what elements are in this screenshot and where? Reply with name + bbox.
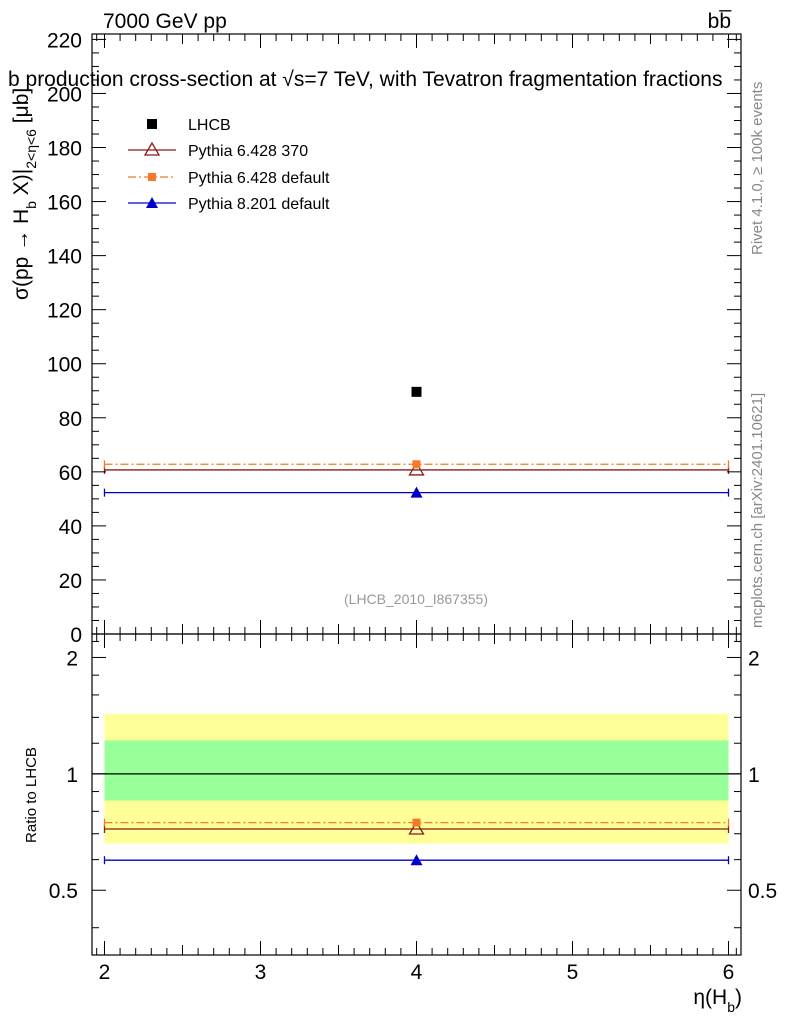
main-series-group — [103, 386, 730, 498]
ratio-ytick-label-right-2: 2 — [748, 647, 760, 670]
ratio-band-1 — [104, 740, 729, 801]
chart-title: b production cross-section at √s=7 TeV, … — [8, 68, 722, 91]
ratio-ytick-label-right-1: 1 — [748, 764, 760, 787]
svg-text:σ(pp → Hb X)|2<η<6 [μb]: σ(pp → Hb X)|2<η<6 [μb] — [10, 88, 39, 300]
main-ytick-label-1: 20 — [59, 570, 82, 593]
xlabel-sub: b — [727, 999, 735, 1015]
legend-label-2: Pythia 6.428 default — [188, 170, 330, 187]
main-marker-2 — [412, 460, 421, 469]
rivet-label: Rivet 4.1.0, ≥ 100k events — [749, 82, 766, 255]
main-marker-0 — [411, 386, 422, 397]
main-ytick-label-3: 60 — [59, 462, 82, 485]
ylabel-part-3: [μb] — [10, 88, 33, 129]
main-ytick-label-5: 100 — [47, 354, 82, 377]
main-ytick-label-10: 200 — [47, 83, 82, 106]
mcplots-label: mcplots.cern.ch [arXiv:2401.10621] — [749, 393, 766, 628]
legend-marker-0 — [147, 119, 157, 129]
ratio-ylabel: Ratio to LHCB — [23, 747, 40, 843]
legend-marker-1 — [143, 141, 161, 156]
main-ytick-label-6: 120 — [47, 300, 82, 323]
main-ytick-label-0: 0 — [70, 624, 82, 647]
legend-marker-3 — [146, 197, 158, 208]
legend-marker-2 — [148, 173, 156, 181]
ratio-ytick-label-left-2: 2 — [66, 647, 78, 670]
legend-label-0: LHCB — [188, 117, 231, 134]
main-ytick-label-8: 160 — [47, 192, 82, 215]
main-ylabel: σ(pp → Hb X)|2<η<6 [μb] — [10, 88, 39, 300]
ratio-series-group — [103, 818, 730, 866]
main-ytick-label-11: 220 — [47, 29, 82, 52]
main-marker-3 — [410, 486, 423, 498]
header-right: bb̅ — [708, 10, 733, 33]
xlabel-part-2: ) — [735, 986, 742, 1009]
legend-label-3: Pythia 8.201 default — [188, 196, 330, 213]
ratio-xtick-label-3: 5 — [567, 961, 579, 984]
ylabel-part-2: X)| — [10, 169, 33, 201]
ratio-xtick-label-0: 2 — [99, 961, 111, 984]
svg-text:η(Hb): η(Hb) — [693, 986, 742, 1015]
ratio-marker-2 — [410, 854, 423, 866]
ratio-xtick-label-4: 6 — [723, 961, 735, 984]
ratio-marker-0 — [408, 820, 425, 835]
ratio-axes: 0.5 0.5 1 1 2 2 2 3 4 5 6 — [49, 633, 777, 984]
legend-label-1: Pythia 6.428 370 — [188, 143, 308, 160]
ratio-marker-1 — [412, 818, 421, 827]
ratio-xtick-label-1: 3 — [255, 961, 267, 984]
ylabel-sub-range: 2<η<6 — [23, 129, 39, 169]
ylabel-part-1: σ(pp → H — [10, 209, 33, 300]
main-ytick-label-7: 140 — [47, 246, 82, 269]
main-marker-1 — [408, 461, 425, 476]
ratio-ytick-label-right-0: 0.5 — [748, 880, 777, 903]
main-ytick-label-4: 80 — [59, 408, 82, 431]
ratio-plot-area — [92, 713, 741, 844]
ratio-xtick-label-2: 4 — [411, 961, 423, 984]
analysis-tag: (LHCB_2010_I867355) — [344, 591, 488, 607]
header-left: 7000 GeV pp — [103, 10, 227, 33]
ratio-ytick-label-left-0: 0.5 — [49, 880, 78, 903]
xlabel: η(Hb) — [693, 986, 742, 1015]
main-ytick-label-9: 180 — [47, 138, 82, 161]
ratio-ytick-label-left-1: 1 — [66, 764, 78, 787]
ylabel-sub-b: b — [23, 201, 39, 209]
main-ytick-label-2: 40 — [59, 516, 82, 539]
legend: LHCB Pythia 6.428 370 Pythia 6.428 default… — [128, 117, 330, 213]
xlabel-part-1: η(H — [693, 986, 727, 1009]
